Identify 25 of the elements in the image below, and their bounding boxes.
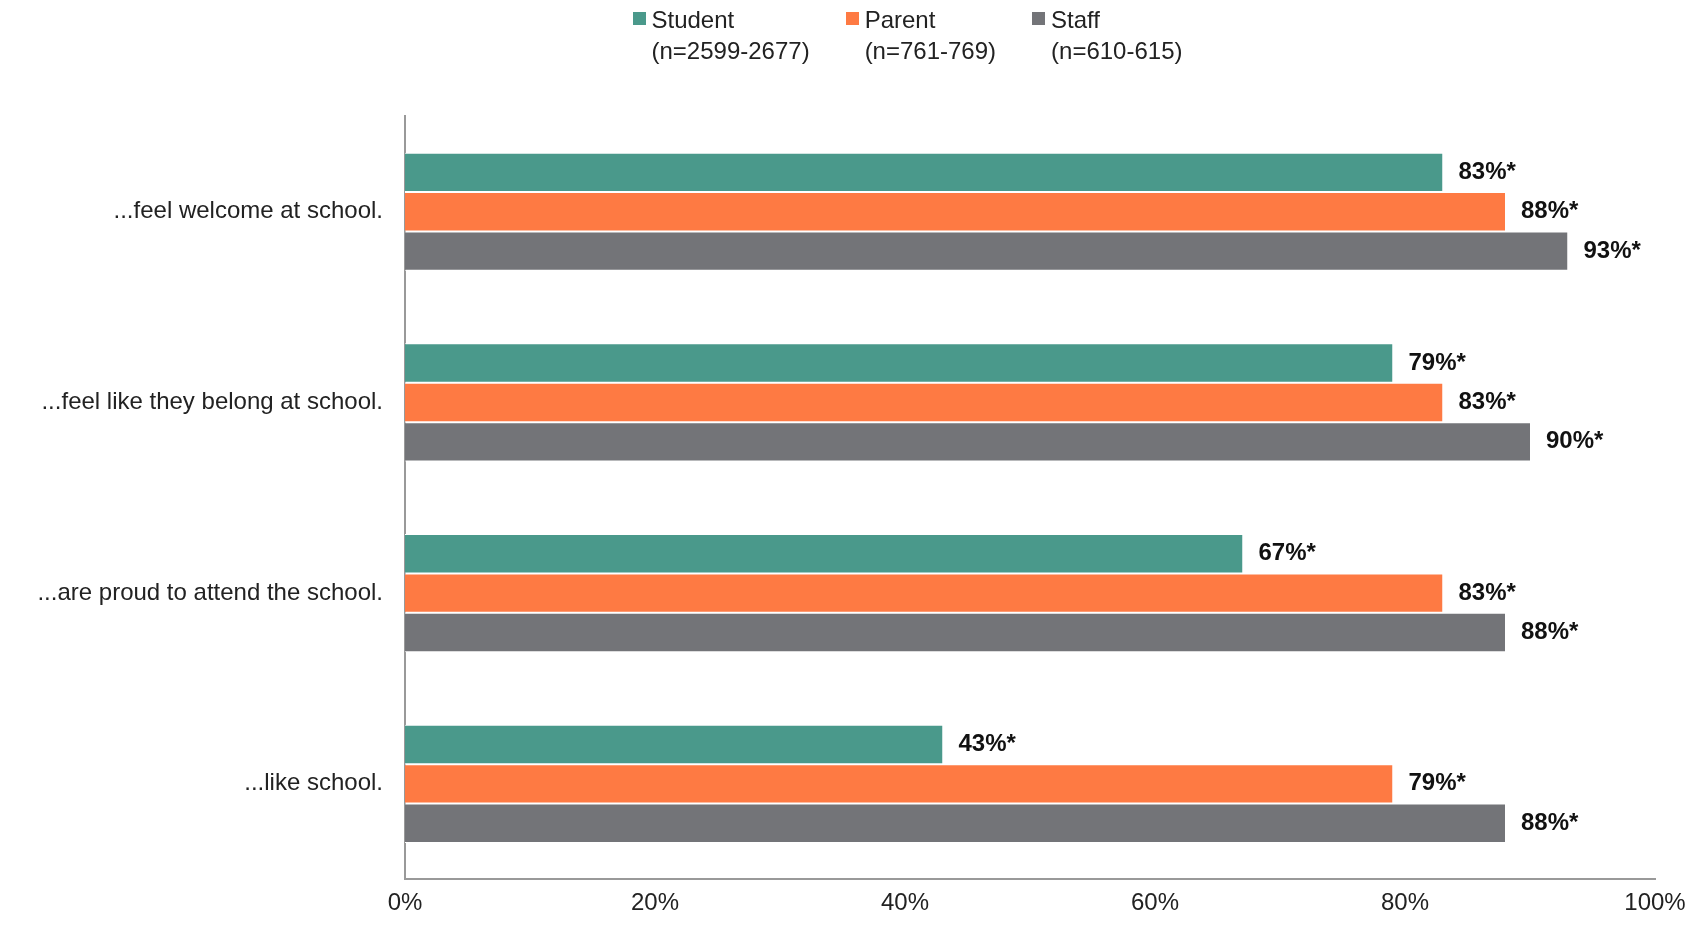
x-tick-label: 0% [387,888,423,916]
data-label: 93%* [1583,235,1642,263]
y-tick-label: ...feel like they belong at school. [41,387,383,415]
legend-label: Parent (n=761-769) [864,5,997,66]
x-tick-label: 100% [1624,888,1686,916]
data-label: 79%* [1408,768,1467,796]
y-tick-label: ...feel welcome at school. [113,196,383,224]
legend-label: Student (n=2599-2677) [651,5,810,66]
data-label: 88%* [1521,617,1580,645]
data-label: 43%* [958,729,1017,757]
x-tick-label: 20% [630,888,680,916]
y-tick-label: ...are proud to attend the school. [37,577,383,605]
data-label: 88%* [1521,196,1580,224]
data-label: 83%* [1458,577,1517,605]
y-tick-label: ...like school. [244,768,383,796]
data-label: 90%* [1546,426,1605,454]
x-tick-label: 60% [1130,888,1180,916]
data-label: 83%* [1458,387,1517,415]
x-tick-label: 40% [880,888,930,916]
x-tick-label: 80% [1380,888,1430,916]
data-label: 79%* [1408,347,1467,375]
legend-label: Staff (n=610-615) [1051,5,1183,66]
data-label: 88%* [1521,807,1580,835]
data-label: 83%* [1458,156,1517,184]
data-label: 67%* [1258,538,1317,566]
